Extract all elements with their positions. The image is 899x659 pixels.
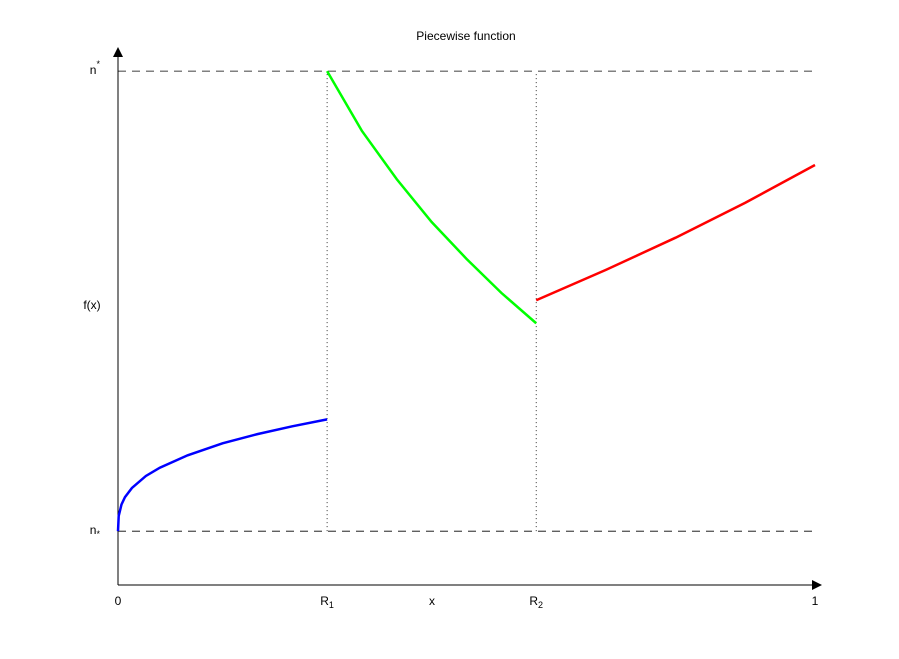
y-tick-label-main: n: [90, 63, 97, 77]
chart-title: Piecewise function: [416, 29, 515, 43]
y-tick-label: n*: [90, 523, 101, 539]
y-tick-label-main: n: [90, 523, 97, 537]
series-line: [116, 418, 328, 532]
x-tick-label: 0: [115, 594, 122, 608]
x-tick-label: R2: [529, 594, 543, 610]
series-line: [326, 70, 538, 325]
y-tick-label: n*: [90, 60, 101, 78]
y-tick-label-subscript: *: [96, 530, 100, 540]
x-axis-arrow: [812, 580, 822, 590]
y-tick-label-superscript: *: [96, 60, 100, 70]
x-tick-label: 1: [812, 594, 819, 608]
x-tick-label-subscript: 2: [538, 600, 543, 610]
x-tick-label-subscript: 1: [329, 600, 334, 610]
series-line: [535, 163, 816, 302]
y-axis-label: f(x): [83, 298, 100, 312]
x-tick-label-main: R: [320, 594, 329, 608]
x-tick-label-main: R: [529, 594, 538, 608]
x-axis-label: x: [429, 594, 435, 608]
x-tick-label: R1: [320, 594, 334, 610]
y-axis-arrow: [113, 47, 123, 57]
